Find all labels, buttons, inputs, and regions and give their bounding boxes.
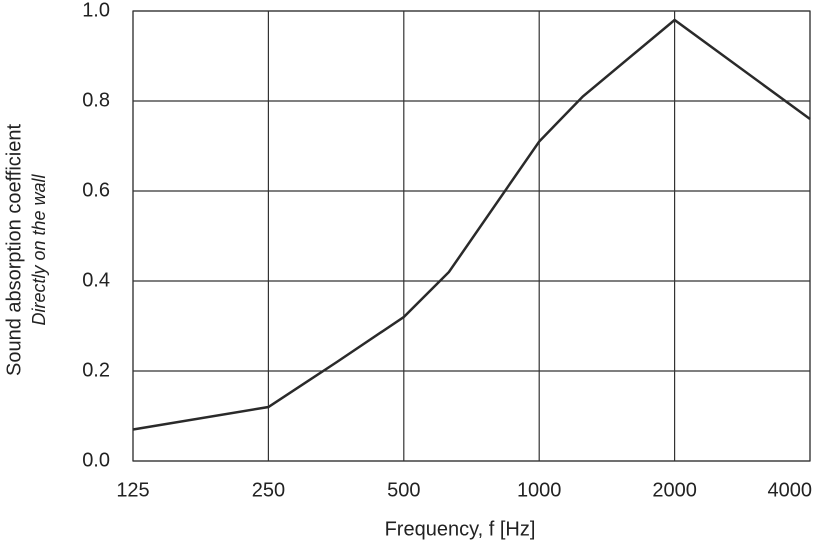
y-axis-sublabel: Directly on the wall bbox=[29, 173, 49, 325]
plot-frame bbox=[132, 10, 811, 462]
x-tick-label: 4000 bbox=[768, 479, 813, 501]
x-tick-label: 1000 bbox=[517, 479, 562, 501]
data-line bbox=[132, 18, 811, 431]
y-axis-label: Sound absorption coefficient bbox=[3, 124, 25, 376]
y-tick-label: 0.6 bbox=[82, 179, 110, 201]
y-tick-label: 0.4 bbox=[82, 269, 110, 291]
x-tick-label: 500 bbox=[387, 479, 420, 501]
y-tick-label: 1.0 bbox=[82, 0, 110, 21]
x-axis-label: Frequency, f [Hz] bbox=[385, 518, 536, 540]
x-tick-label: 250 bbox=[252, 479, 285, 501]
y-tick-label: 0.2 bbox=[82, 359, 110, 381]
x-tick-label: 125 bbox=[116, 479, 149, 501]
x-tick-label: 2000 bbox=[652, 479, 697, 501]
y-tick-label: 0.0 bbox=[82, 449, 110, 471]
y-tick-label: 0.8 bbox=[82, 89, 110, 111]
